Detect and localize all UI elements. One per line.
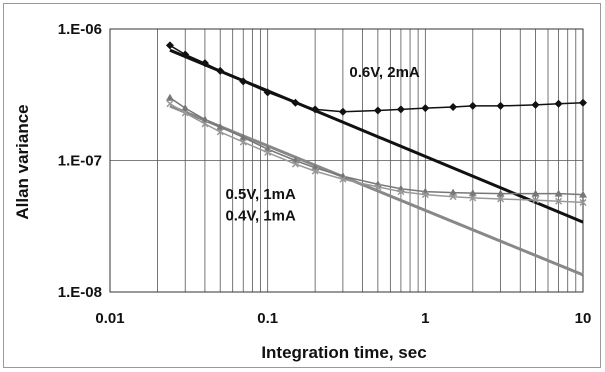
data-point <box>469 194 477 202</box>
data-point <box>216 128 224 136</box>
data-point <box>181 109 189 117</box>
fit-line <box>169 104 584 277</box>
data-point <box>311 105 320 114</box>
data-point <box>532 196 540 204</box>
data-point <box>531 100 540 109</box>
data-point <box>200 115 209 123</box>
annotation-label: 0.4V, 1mA <box>225 207 295 224</box>
data-point <box>421 104 430 113</box>
x-tick-label: 10 <box>575 310 592 327</box>
data-point <box>449 193 457 201</box>
data-point <box>216 66 225 75</box>
y-axis-title: Allan variance <box>13 104 32 219</box>
series-line <box>169 97 584 196</box>
x-axis-title: Integration time, sec <box>261 343 426 362</box>
data-point <box>396 105 405 114</box>
data-point <box>239 133 248 141</box>
data-point <box>165 41 174 50</box>
data-point <box>216 122 225 130</box>
data-point <box>496 189 505 197</box>
series-0-4v-1ma <box>166 100 587 206</box>
data-point <box>496 101 505 110</box>
data-point <box>338 107 347 116</box>
fit-lines <box>169 48 584 277</box>
data-point <box>165 93 174 101</box>
x-tick-label: 1 <box>421 310 429 327</box>
series-0-6v-2ma <box>165 41 587 116</box>
chart-frame <box>3 3 601 368</box>
plot-area-border <box>109 28 584 293</box>
data-point <box>291 98 300 107</box>
data-series <box>165 41 587 206</box>
data-point <box>554 99 563 108</box>
data-point <box>579 198 587 206</box>
data-point <box>531 189 540 197</box>
data-point <box>468 189 477 197</box>
data-point <box>579 98 587 107</box>
data-point <box>291 160 299 168</box>
data-point <box>263 88 272 97</box>
data-point <box>239 77 248 86</box>
series-line <box>169 103 584 204</box>
y-tick-label: 1.E-06 <box>58 21 102 38</box>
data-point <box>166 100 174 108</box>
data-point <box>579 190 587 198</box>
data-point <box>311 167 319 175</box>
annotation-label: 0.5V, 1mA <box>225 186 295 203</box>
x-tick-label: 0.1 <box>257 310 278 327</box>
data-point <box>200 59 209 68</box>
data-point <box>449 103 458 112</box>
plot-border <box>109 28 584 293</box>
data-point <box>373 106 382 115</box>
grid-lines <box>110 29 584 292</box>
x-tick-labels: 0.01 0.1 1 10 <box>95 310 591 327</box>
data-point <box>201 120 209 128</box>
data-point <box>239 138 247 146</box>
data-point <box>397 188 405 196</box>
data-point <box>497 195 505 203</box>
data-point <box>421 191 429 199</box>
y-tick-label: 1.E-08 <box>58 284 102 301</box>
y-tick-labels: 1.E-06 1.E-07 1.E-08 <box>58 21 102 301</box>
data-point <box>555 197 563 205</box>
data-point <box>181 50 190 59</box>
data-point <box>554 189 563 197</box>
data-point <box>181 104 190 112</box>
data-point <box>468 101 477 110</box>
data-point <box>339 175 347 183</box>
y-tick-label: 1.E-07 <box>58 153 102 170</box>
data-point <box>264 148 272 157</box>
annotations: 0.6V, 2mA 0.5V, 1mA 0.4V, 1mA <box>225 64 419 224</box>
x-tick-label: 0.01 <box>95 310 124 327</box>
data-point <box>374 183 382 191</box>
annotation-label: 0.6V, 2mA <box>349 64 419 81</box>
